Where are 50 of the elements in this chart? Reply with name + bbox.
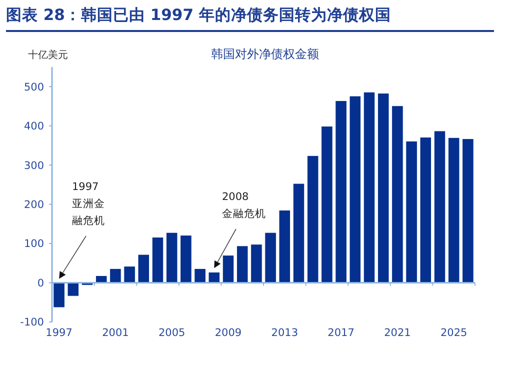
x-tick-label: 1997 xyxy=(46,327,72,339)
bar xyxy=(67,282,80,296)
bar xyxy=(377,93,390,284)
chart-title: 图表 28：韩国已由 1997 年的净债务国转为净债权国 xyxy=(6,6,391,24)
y-tick-label: 500 xyxy=(24,81,44,94)
bar xyxy=(222,255,234,284)
annotation: 2008 xyxy=(222,191,249,203)
bar xyxy=(152,237,164,284)
bar xyxy=(321,126,333,284)
bar xyxy=(166,232,178,284)
bar xyxy=(335,100,347,284)
y-tick-label: 400 xyxy=(24,120,44,133)
x-tick-label: 2025 xyxy=(440,327,468,339)
y-tick-label: 200 xyxy=(24,198,44,211)
annotation: 金融危机 xyxy=(222,208,266,220)
bar xyxy=(448,137,460,284)
bar xyxy=(392,106,404,284)
y-tick-label: 100 xyxy=(24,238,44,250)
bar xyxy=(110,268,122,284)
x-tick-label: 2005 xyxy=(158,327,186,339)
y-axis-title: 十亿美元 xyxy=(28,49,68,61)
bar xyxy=(349,96,362,284)
bar xyxy=(236,246,248,284)
x-tick-label: 2021 xyxy=(384,327,411,339)
bar xyxy=(53,282,65,308)
y-tick-label: -100 xyxy=(20,316,44,329)
annotation: 亚洲金融危机 xyxy=(72,197,105,227)
bar xyxy=(250,244,262,284)
chart-subtitle: 韩国对外净债权金额 xyxy=(211,47,319,61)
x-tick-label: 2001 xyxy=(102,327,129,339)
x-tick-label: 2009 xyxy=(214,327,242,339)
y-tick-label: 300 xyxy=(24,160,44,172)
bar xyxy=(363,92,376,284)
bar xyxy=(278,210,291,284)
bar xyxy=(124,266,136,284)
bar xyxy=(420,136,432,284)
bar xyxy=(292,183,305,284)
bar xyxy=(264,232,276,284)
bar xyxy=(462,138,474,284)
x-tick-label: 2017 xyxy=(328,327,354,339)
bar xyxy=(194,268,206,284)
x-tick-label: 2013 xyxy=(271,327,298,339)
bar xyxy=(138,254,150,284)
y-tick-label: 0 xyxy=(37,277,44,290)
bar xyxy=(306,155,319,284)
annotation: 1997 xyxy=(72,181,99,193)
bar xyxy=(406,140,418,284)
bar xyxy=(180,235,192,284)
bar xyxy=(434,130,446,284)
bar xyxy=(208,272,220,284)
